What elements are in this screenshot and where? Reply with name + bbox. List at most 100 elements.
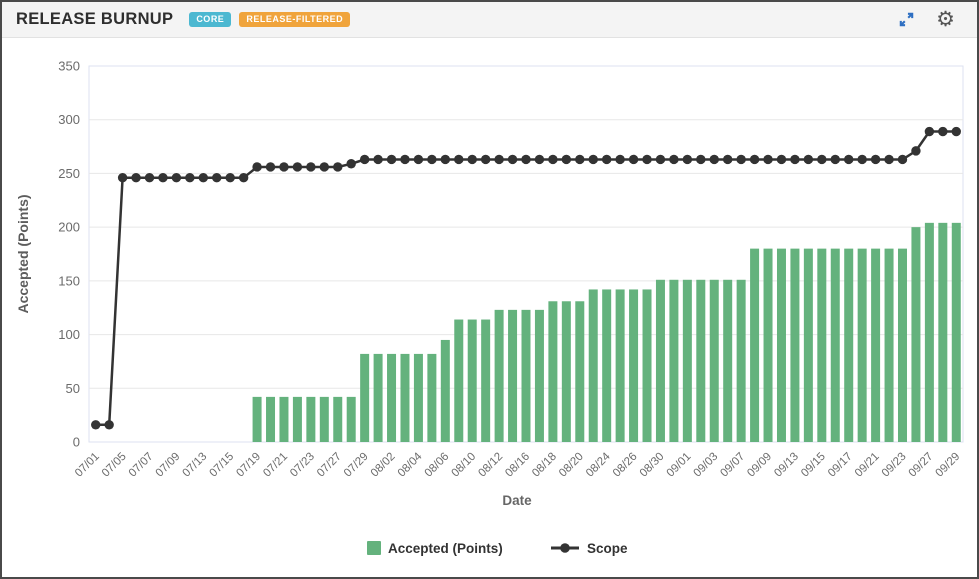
bar-07/27[interactable] [333, 396, 343, 442]
bar-09/28[interactable] [938, 222, 948, 442]
scope-point-08/09[interactable] [454, 154, 464, 165]
scope-point-09/14[interactable] [803, 154, 814, 165]
scope-point-07/07[interactable] [144, 173, 155, 183]
bar-09/01[interactable] [682, 279, 692, 442]
bar-07/29[interactable] [360, 353, 370, 442]
bar-09/03[interactable] [709, 279, 719, 442]
bar-09/02[interactable] [696, 279, 706, 442]
bar-07/30[interactable] [373, 353, 383, 442]
scope-point-07/28[interactable] [346, 159, 356, 169]
scope-point-09/09[interactable] [763, 154, 773, 165]
bar-08/12[interactable] [494, 309, 504, 442]
bar-08/10[interactable] [467, 319, 477, 442]
bar-09/09[interactable] [763, 248, 773, 442]
bar-07/26[interactable] [319, 396, 329, 442]
bar-09/08[interactable] [750, 248, 760, 442]
bar-09/21[interactable] [871, 248, 881, 442]
scope-point-09/02[interactable] [696, 154, 706, 165]
bar-08/02[interactable] [387, 353, 397, 442]
scope-point-09/13[interactable] [790, 154, 800, 165]
bar-07/22[interactable] [292, 396, 302, 442]
scope-point-09/08[interactable] [749, 154, 760, 165]
scope-point-09/17[interactable] [844, 154, 854, 165]
scope-point-09/10[interactable] [776, 154, 787, 165]
scope-point-08/24[interactable] [601, 154, 612, 165]
bar-08/25[interactable] [615, 289, 625, 442]
scope-point-07/23[interactable] [306, 162, 316, 172]
scope-point-08/12[interactable] [494, 154, 504, 165]
bar-09/10[interactable] [776, 248, 786, 442]
bar-09/29[interactable] [951, 222, 961, 442]
bar-09/14[interactable] [803, 248, 813, 442]
bar-08/24[interactable] [602, 289, 612, 442]
bar-08/19[interactable] [561, 301, 571, 442]
settings-gear-icon[interactable]: ⚙ [936, 8, 955, 31]
scope-point-07/16[interactable] [238, 173, 249, 183]
scope-point-08/31[interactable] [669, 154, 679, 165]
expand-icon[interactable] [897, 10, 916, 29]
bar-09/17[interactable] [844, 248, 854, 442]
scope-point-08/25[interactable] [615, 154, 625, 165]
bar-08/06[interactable] [440, 339, 450, 442]
legend-accepted-swatch[interactable] [367, 541, 381, 555]
scope-point-07/05[interactable] [117, 173, 128, 183]
scope-point-09/16[interactable] [830, 154, 840, 165]
bar-08/11[interactable] [481, 319, 491, 442]
scope-point-07/13[interactable] [198, 173, 208, 183]
scope-point-09/15[interactable] [817, 154, 827, 165]
scope-point-07/01[interactable] [91, 420, 101, 430]
scope-point-08/30[interactable] [655, 154, 666, 165]
scope-point-07/26[interactable] [319, 162, 330, 172]
scope-point-08/23[interactable] [588, 154, 598, 165]
scope-point-08/03[interactable] [400, 154, 410, 165]
scope-point-09/01[interactable] [682, 154, 693, 165]
scope-point-07/09[interactable] [171, 173, 182, 183]
bar-09/20[interactable] [857, 248, 867, 442]
bar-08/04[interactable] [413, 353, 423, 442]
bar-08/05[interactable] [427, 353, 437, 442]
scope-point-07/08[interactable] [158, 173, 168, 183]
scope-point-07/12[interactable] [185, 173, 195, 183]
bar-09/22[interactable] [884, 248, 894, 442]
bar-09/24[interactable] [911, 227, 921, 442]
scope-point-08/11[interactable] [480, 154, 491, 165]
scope-point-08/10[interactable] [467, 154, 477, 165]
scope-point-08/20[interactable] [575, 154, 585, 165]
scope-point-09/27[interactable] [924, 126, 935, 137]
scope-point-08/26[interactable] [628, 154, 639, 165]
bar-09/16[interactable] [830, 248, 840, 442]
bar-08/27[interactable] [642, 289, 652, 442]
legend-scope-label[interactable]: Scope [587, 541, 628, 556]
scope-point-07/06[interactable] [131, 173, 141, 183]
scope-point-07/22[interactable] [292, 162, 303, 172]
scope-point-09/21[interactable] [870, 154, 881, 165]
scope-point-07/15[interactable] [225, 173, 235, 183]
bar-08/16[interactable] [521, 309, 531, 442]
bar-08/18[interactable] [548, 301, 558, 442]
scope-point-08/05[interactable] [427, 154, 437, 165]
scope-point-08/06[interactable] [440, 154, 451, 165]
bar-07/21[interactable] [279, 396, 289, 442]
bar-08/26[interactable] [629, 289, 639, 442]
scope-point-09/24[interactable] [911, 146, 921, 156]
scope-point-08/18[interactable] [548, 154, 558, 165]
scope-point-08/27[interactable] [642, 154, 652, 165]
scope-point-09/03[interactable] [709, 154, 719, 165]
bar-08/30[interactable] [655, 279, 665, 442]
bar-09/06[interactable] [723, 279, 733, 442]
bar-08/17[interactable] [534, 309, 544, 442]
bar-07/23[interactable] [306, 396, 316, 442]
scope-point-09/23[interactable] [897, 154, 908, 165]
scope-point-07/14[interactable] [212, 173, 222, 183]
legend-scope-marker[interactable] [560, 543, 570, 553]
bar-09/15[interactable] [817, 248, 827, 442]
bar-08/31[interactable] [669, 279, 679, 442]
scope-point-09/06[interactable] [722, 154, 733, 165]
bar-07/19[interactable] [252, 396, 262, 442]
scope-point-09/28[interactable] [938, 126, 948, 137]
scope-point-08/13[interactable] [507, 154, 518, 165]
bar-08/13[interactable] [508, 309, 518, 442]
legend-accepted-label[interactable]: Accepted (Points) [388, 541, 503, 556]
scope-point-09/29[interactable] [951, 126, 961, 137]
scope-point-08/04[interactable] [413, 154, 424, 165]
